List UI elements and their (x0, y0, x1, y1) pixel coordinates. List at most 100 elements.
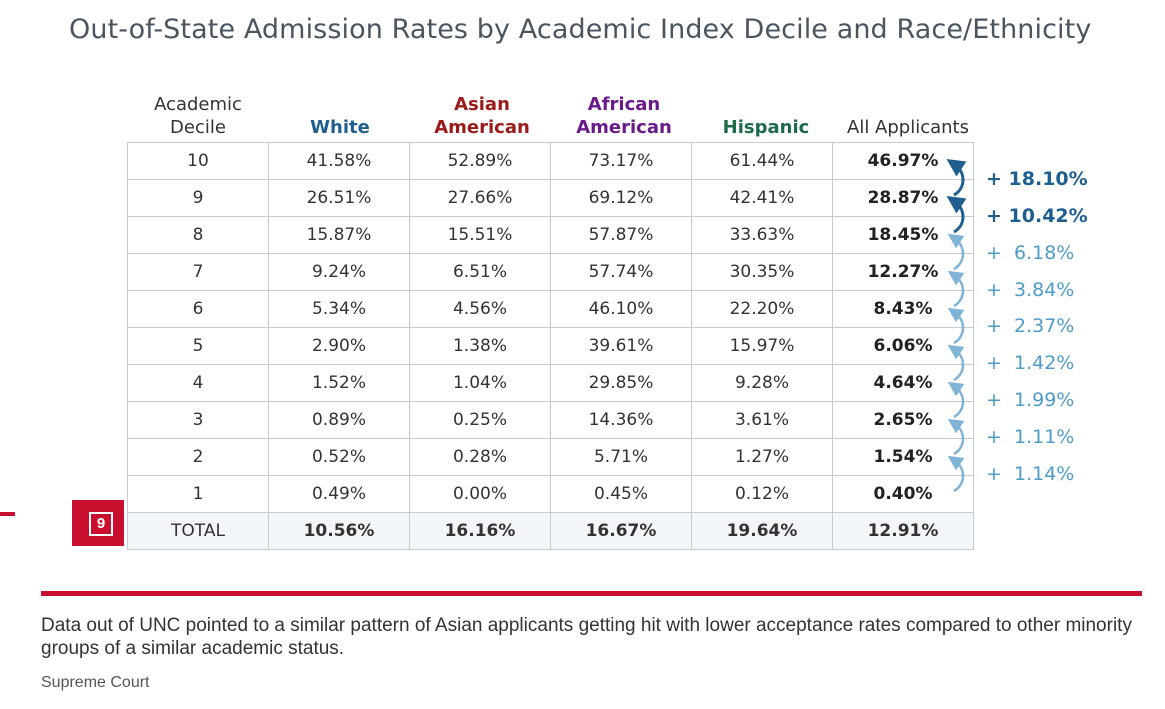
cell-hispanic: 3.61% (691, 401, 833, 439)
table-row: 9 26.51% 27.66% 69.12% 42.41% 28.87% (127, 179, 974, 217)
cell-african: 73.17% (550, 142, 692, 180)
header-asian-line2: American (434, 117, 530, 138)
cell-decile: 7 (127, 253, 269, 291)
cell-white: 0.89% (268, 401, 410, 439)
cell-asian: 0.00% (409, 475, 551, 513)
cell-hispanic: 42.41% (691, 179, 833, 217)
header-decile-line2: Decile (170, 117, 226, 138)
header-asian: Asian American (411, 93, 553, 139)
image-caption: Data out of UNC pointed to a similar pat… (41, 615, 1132, 659)
arrow-icon (946, 196, 967, 234)
gain-label: + 3.84% (986, 279, 1075, 301)
cell-decile: 5 (127, 327, 269, 365)
cell-total-hispanic: 19.64% (691, 512, 833, 550)
cell-total-african: 16.67% (550, 512, 692, 550)
cell-hispanic: 61.44% (691, 142, 833, 180)
cell-white: 9.24% (268, 253, 410, 291)
gain-label: + 6.18% (986, 242, 1075, 264)
table-row: 1 0.49% 0.00% 0.45% 0.12% 0.40% (127, 475, 974, 513)
header-african-line1: African (587, 94, 661, 115)
cell-asian: 1.04% (409, 364, 551, 402)
header-white: White (310, 117, 370, 138)
increase-arrows (946, 159, 967, 493)
cell-hispanic: 0.12% (691, 475, 833, 513)
arrow-icon (947, 381, 965, 419)
cell-hispanic: 30.35% (691, 253, 833, 291)
table-row: 4 1.52% 1.04% 29.85% 9.28% 4.64% (127, 364, 974, 402)
arrow-icon (947, 344, 965, 382)
cell-white: 5.34% (268, 290, 410, 328)
cell-hispanic: 9.28% (691, 364, 833, 402)
cell-asian: 1.38% (409, 327, 551, 365)
table-row: 6 5.34% 4.56% 46.10% 22.20% 8.43% (127, 290, 974, 328)
cell-decile: 6 (127, 290, 269, 328)
cell-white: 1.52% (268, 364, 410, 402)
header-african-line2: American (576, 117, 672, 138)
cell-asian: 27.66% (409, 179, 551, 217)
cell-asian: 52.89% (409, 142, 551, 180)
cell-white: 0.52% (268, 438, 410, 476)
cell-asian: 0.28% (409, 438, 551, 476)
header-decile-line1: Academic (154, 94, 242, 115)
gain-label: + 18.10% (986, 168, 1088, 190)
admission-rates-table: 10 41.58% 52.89% 73.17% 61.44% 46.97% 9 … (127, 142, 974, 550)
cell-asian: 15.51% (409, 216, 551, 254)
gallery-count-number: 9 (89, 512, 113, 536)
gain-label: + 2.37% (986, 315, 1075, 337)
cell-hispanic: 33.63% (691, 216, 833, 254)
table-row: 3 0.89% 0.25% 14.36% 3.61% 2.65% (127, 401, 974, 439)
cell-total-asian: 16.16% (409, 512, 551, 550)
header-asian-line1: Asian (454, 94, 510, 115)
cell-white: 41.58% (268, 142, 410, 180)
header-all-applicants: All Applicants (847, 117, 969, 138)
arrow-icon (946, 159, 967, 197)
gain-label: + 10.42% (986, 205, 1088, 227)
cell-asian: 6.51% (409, 253, 551, 291)
caption-divider (41, 591, 1142, 596)
cell-white: 15.87% (268, 216, 410, 254)
cell-total-white: 10.56% (268, 512, 410, 550)
cell-african: 57.74% (550, 253, 692, 291)
cell-decile: 2 (127, 438, 269, 476)
cell-african: 39.61% (550, 327, 692, 365)
cell-decile: 3 (127, 401, 269, 439)
cell-all: 0.40% (832, 475, 974, 513)
cell-african: 14.36% (550, 401, 692, 439)
cell-african: 5.71% (550, 438, 692, 476)
gain-label: + 1.14% (986, 463, 1075, 485)
cell-african: 46.10% (550, 290, 692, 328)
cell-asian: 4.56% (409, 290, 551, 328)
gallery-count-badge[interactable]: 9 (72, 500, 124, 546)
cell-african: 69.12% (550, 179, 692, 217)
cell-african: 57.87% (550, 216, 692, 254)
cell-decile: 4 (127, 364, 269, 402)
cell-decile: 10 (127, 142, 269, 180)
table-row: 10 41.58% 52.89% 73.17% 61.44% 46.97% (127, 142, 974, 180)
gain-label: + 1.99% (986, 389, 1075, 411)
cell-total-all: 12.91% (832, 512, 974, 550)
header-african: African American (553, 93, 695, 139)
cell-african: 29.85% (550, 364, 692, 402)
cell-decile: 9 (127, 179, 269, 217)
cell-white: 2.90% (268, 327, 410, 365)
cell-decile: 1 (127, 475, 269, 513)
arrow-icon (947, 307, 965, 345)
accent-rule-left (0, 512, 15, 516)
cell-hispanic: 15.97% (691, 327, 833, 365)
table-total-row: TOTAL 10.56% 16.16% 16.67% 19.64% 12.91% (127, 512, 974, 550)
cell-white: 0.49% (268, 475, 410, 513)
cell-hispanic: 22.20% (691, 290, 833, 328)
cell-decile: 8 (127, 216, 269, 254)
cell-white: 26.51% (268, 179, 410, 217)
cell-all: 6.06% (832, 327, 974, 365)
table-row: 5 2.90% 1.38% 39.61% 15.97% 6.06% (127, 327, 974, 365)
header-decile: Academic Decile (127, 93, 269, 139)
chart-title: Out-of-State Admission Rates by Academic… (69, 14, 1092, 45)
gain-label: + 1.42% (986, 352, 1075, 374)
table-row: 2 0.52% 0.28% 5.71% 1.27% 1.54% (127, 438, 974, 476)
cell-asian: 0.25% (409, 401, 551, 439)
cell-african: 0.45% (550, 475, 692, 513)
arrow-icon (947, 418, 965, 456)
arrow-icon (947, 455, 965, 493)
image-credit: Supreme Court (41, 674, 150, 691)
